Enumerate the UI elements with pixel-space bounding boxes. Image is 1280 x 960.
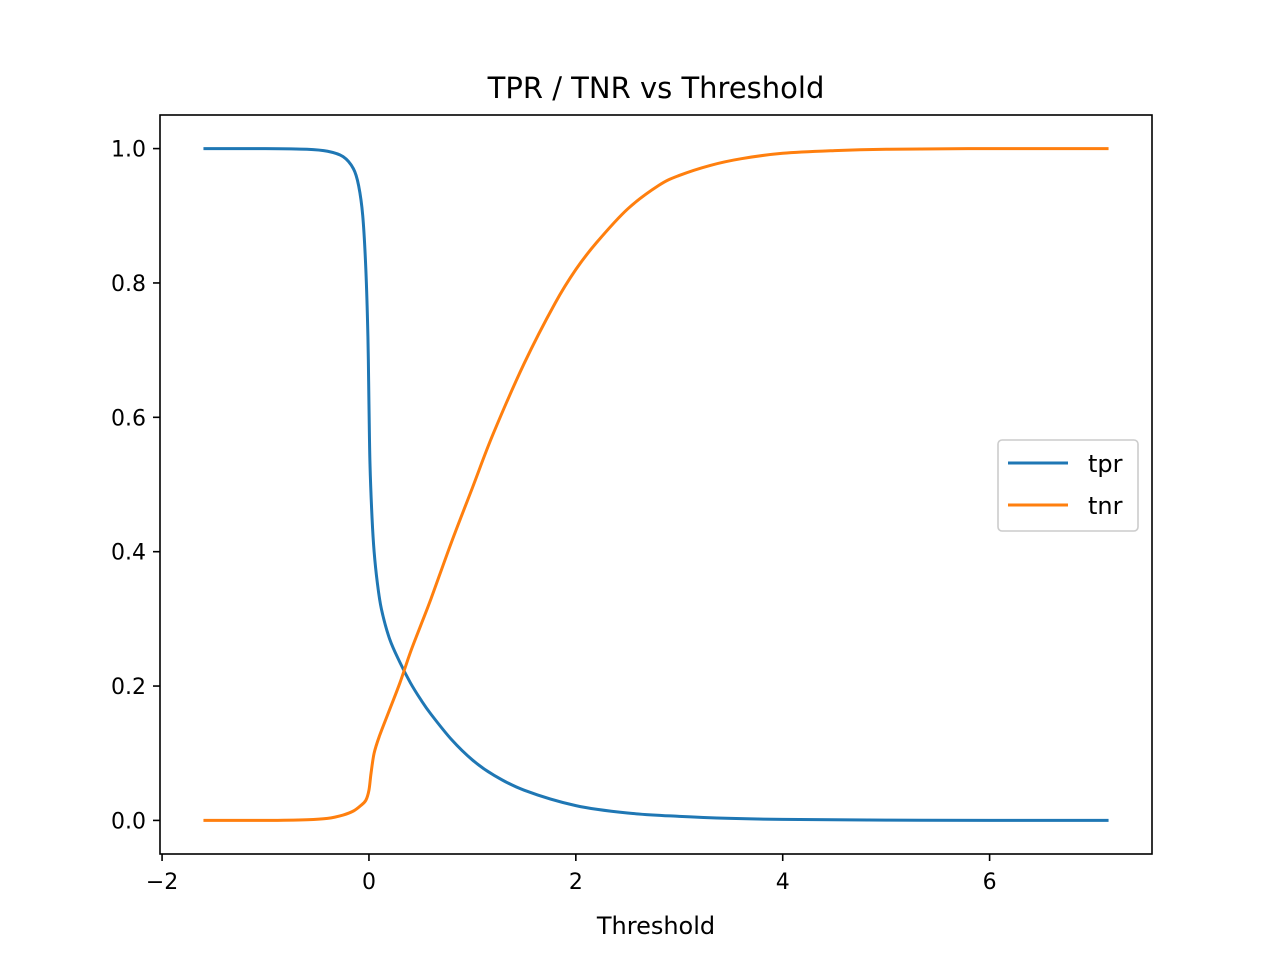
legend-label-tpr: tpr bbox=[1088, 450, 1123, 478]
y-tick-label: 0.4 bbox=[111, 541, 146, 566]
x-tick-label: 6 bbox=[983, 870, 997, 895]
x-tick-label: 2 bbox=[569, 870, 583, 895]
x-axis: −2 0 2 4 6 bbox=[146, 854, 997, 895]
series-line-tnr bbox=[203, 147, 1109, 822]
legend-label-tnr: tnr bbox=[1088, 492, 1123, 520]
y-tick-label: 1.0 bbox=[111, 138, 146, 163]
y-tick-label: 0.0 bbox=[111, 809, 146, 834]
y-axis: 0.0 0.2 0.4 0.6 0.8 1.0 bbox=[111, 138, 160, 834]
plot-frame bbox=[159, 114, 1153, 855]
series-layer bbox=[203, 147, 1109, 822]
y-tick-label: 0.2 bbox=[111, 675, 146, 700]
series-line-tpr bbox=[203, 147, 1109, 822]
y-tick-label: 0.6 bbox=[111, 406, 146, 431]
x-tick-label: 4 bbox=[776, 870, 790, 895]
x-tick-label: −2 bbox=[146, 870, 178, 895]
chart-title: TPR / TNR vs Threshold bbox=[487, 71, 825, 105]
legend: tpr tnr bbox=[997, 439, 1139, 532]
y-tick-label: 0.8 bbox=[111, 272, 146, 297]
x-axis-label: Threshold bbox=[596, 912, 715, 940]
x-tick-label: 0 bbox=[362, 870, 376, 895]
